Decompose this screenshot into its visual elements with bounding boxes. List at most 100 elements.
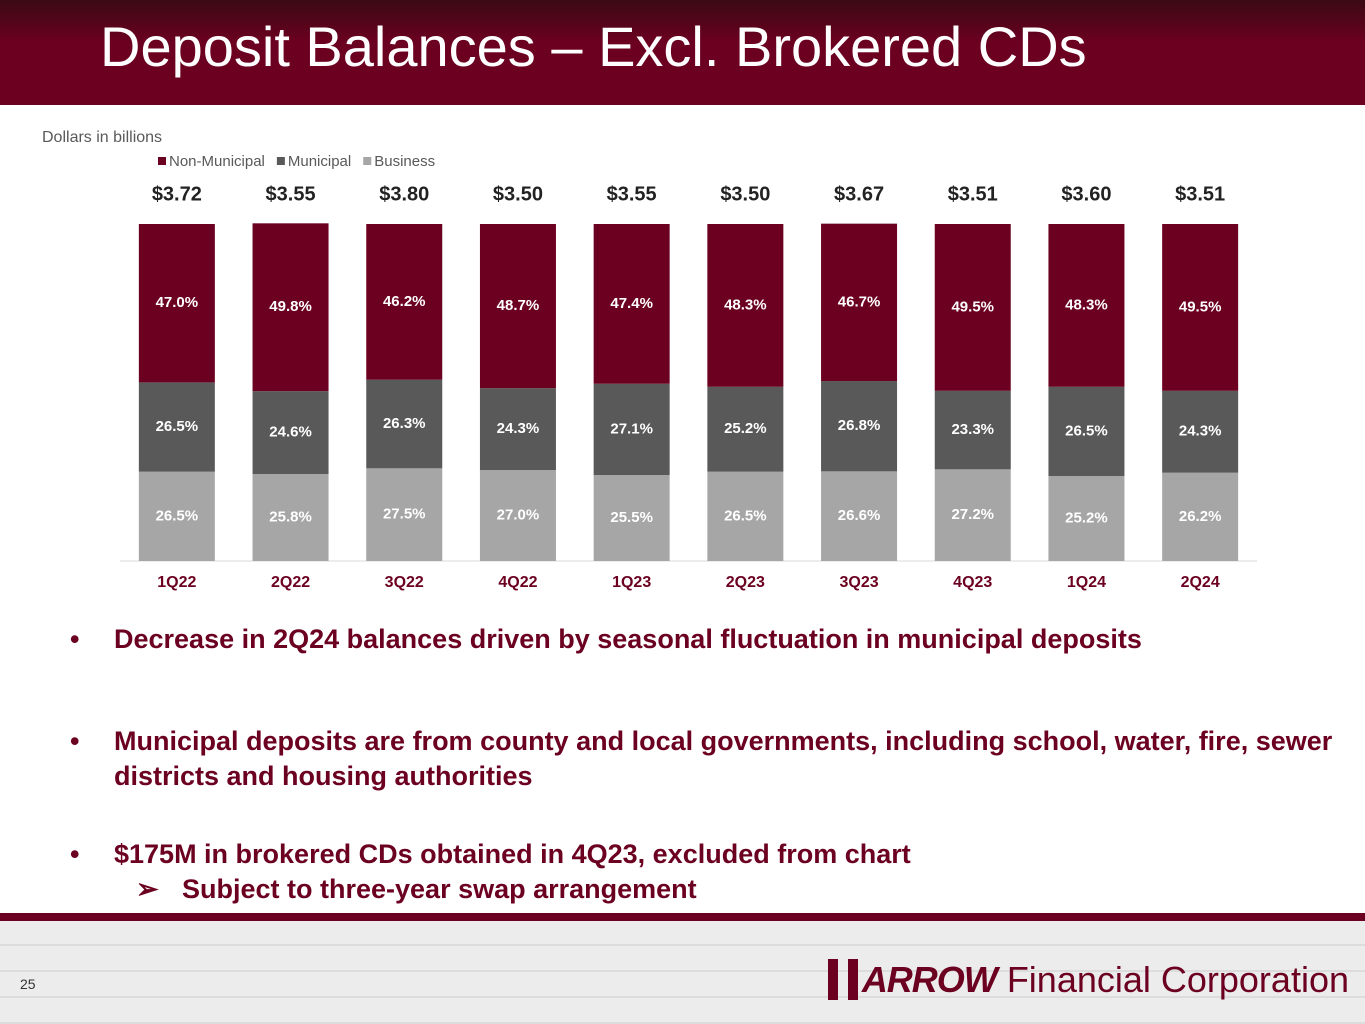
value-label: 47.4%	[610, 295, 653, 312]
value-label: 26.5%	[156, 507, 199, 524]
value-label: 26.3%	[383, 415, 426, 432]
bar-segment	[479, 470, 556, 561]
bar-segment	[252, 474, 329, 561]
value-label: 46.7%	[838, 293, 881, 310]
bar-segment	[707, 471, 784, 561]
x-tick-label: 2Q23	[726, 574, 765, 591]
value-label: 26.5%	[724, 507, 767, 524]
chart-subtitle: Dollars in billions	[42, 129, 162, 146]
bar-segment	[593, 224, 670, 384]
bar-segment	[366, 379, 443, 469]
bullet-dot: •	[70, 726, 80, 756]
x-tick-label: 3Q23	[839, 574, 878, 591]
bar-segment	[821, 381, 898, 472]
value-label: 47.0%	[156, 294, 199, 311]
title: Deposit Balances – Excl. Brokered CDs	[100, 15, 1087, 78]
value-label: 27.2%	[951, 506, 994, 523]
value-label: 26.5%	[156, 418, 199, 435]
bullet: • Municipal deposits are from county and …	[70, 724, 1340, 794]
value-label: 49.5%	[1179, 298, 1222, 315]
bar-segment	[252, 391, 329, 475]
legend-label: Municipal	[288, 153, 351, 170]
logo: ARROW Financial Corporation	[827, 959, 1349, 1001]
bullet: • $175M in brokered CDs obtained in 4Q23,…	[70, 837, 1340, 907]
x-tick-label: 2Q22	[271, 574, 310, 591]
x-tick-label: 1Q23	[612, 574, 651, 591]
legend-swatch	[158, 157, 166, 165]
value-label: 27.5%	[383, 506, 426, 523]
value-label: 48.3%	[724, 296, 767, 313]
value-label: 26.8%	[838, 417, 881, 434]
value-label: 26.6%	[838, 507, 881, 524]
value-label: 49.8%	[269, 298, 312, 315]
sub-bullet-text: Subject to three-year swap arrangement	[182, 874, 697, 904]
total-label: $3.80	[379, 183, 429, 205]
total-label: $3.55	[607, 183, 657, 205]
chart: Dollars in billions Non-Municipal Municip…	[42, 129, 1257, 591]
bar-segment	[707, 386, 784, 472]
sub-arrow: ➢	[136, 874, 159, 904]
bullet-text: Municipal deposits are from county and l…	[114, 726, 1333, 791]
value-label: 24.3%	[497, 420, 540, 437]
bar-segment	[934, 469, 1011, 561]
value-label: 25.8%	[269, 508, 312, 525]
x-tick-label: 4Q22	[498, 574, 537, 591]
x-tick-label: 1Q22	[157, 574, 196, 591]
total-label: $3.50	[493, 183, 543, 205]
value-label: 49.5%	[951, 298, 994, 315]
bar-segment	[138, 471, 215, 561]
bullet-dot: •	[70, 624, 80, 654]
value-label: 24.6%	[269, 424, 312, 441]
sub-bullet: ➢ Subject to three-year swap arrangement	[136, 872, 1340, 907]
bar-segment	[252, 223, 329, 392]
value-label: 46.2%	[383, 293, 426, 310]
bar-segment	[479, 224, 556, 389]
bar-segment	[138, 382, 215, 472]
bullet-text: Decrease in 2Q24 balances driven by seas…	[114, 624, 1142, 654]
value-label: 25.5%	[610, 509, 653, 526]
value-label: 25.2%	[1065, 510, 1108, 527]
page-number: 25	[20, 976, 36, 992]
value-label: 48.7%	[497, 297, 540, 314]
bullet-text: $175M in brokered CDs obtained in 4Q23, …	[114, 839, 911, 869]
x-tick-label: 1Q24	[1067, 574, 1106, 591]
bar-segment	[1162, 224, 1239, 391]
bar-segment	[821, 471, 898, 561]
x-tick-label: 2Q24	[1181, 574, 1220, 591]
value-label: 23.3%	[951, 421, 994, 438]
footer: 25 ARROW Financial Corporation	[0, 913, 1365, 1024]
x-tick-label: 4Q23	[953, 574, 992, 591]
logo-brand: ARROW	[827, 959, 998, 1000]
bullet-dot: •	[70, 839, 80, 869]
bar-segment	[593, 383, 670, 476]
bar-segment	[1162, 472, 1239, 561]
value-label: 25.2%	[724, 420, 767, 437]
bar-segment	[479, 388, 556, 471]
bar-segment	[1048, 386, 1125, 477]
total-label: $3.50	[720, 183, 770, 205]
legend-label: Non-Municipal	[169, 153, 265, 170]
total-label: $3.60	[1061, 183, 1111, 205]
x-tick-label: 3Q22	[385, 574, 424, 591]
total-label: $3.51	[948, 183, 998, 205]
value-label: 24.3%	[1179, 423, 1222, 440]
bar-segment	[707, 224, 784, 387]
bar-segment	[934, 390, 1011, 470]
total-label: $3.72	[152, 183, 202, 205]
bar-segment	[138, 224, 215, 383]
value-label: 27.1%	[610, 420, 653, 437]
value-label: 26.2%	[1179, 508, 1222, 525]
bar-segment	[934, 224, 1011, 391]
legend-label: Business	[374, 153, 435, 170]
legend-swatch	[363, 157, 372, 165]
value-label: 26.5%	[1065, 422, 1108, 439]
bar-segment	[1048, 476, 1125, 561]
bar-segment	[821, 223, 898, 382]
total-label: $3.55	[266, 183, 316, 205]
total-label: $3.51	[1175, 183, 1225, 205]
bar-segment	[1048, 224, 1125, 387]
header: Deposit Balances – Excl. Brokered CDs	[0, 0, 1365, 105]
bullet: • Decrease in 2Q24 balances driven by sea…	[70, 622, 1340, 657]
logo-text: Financial Corporation	[1006, 959, 1349, 1000]
